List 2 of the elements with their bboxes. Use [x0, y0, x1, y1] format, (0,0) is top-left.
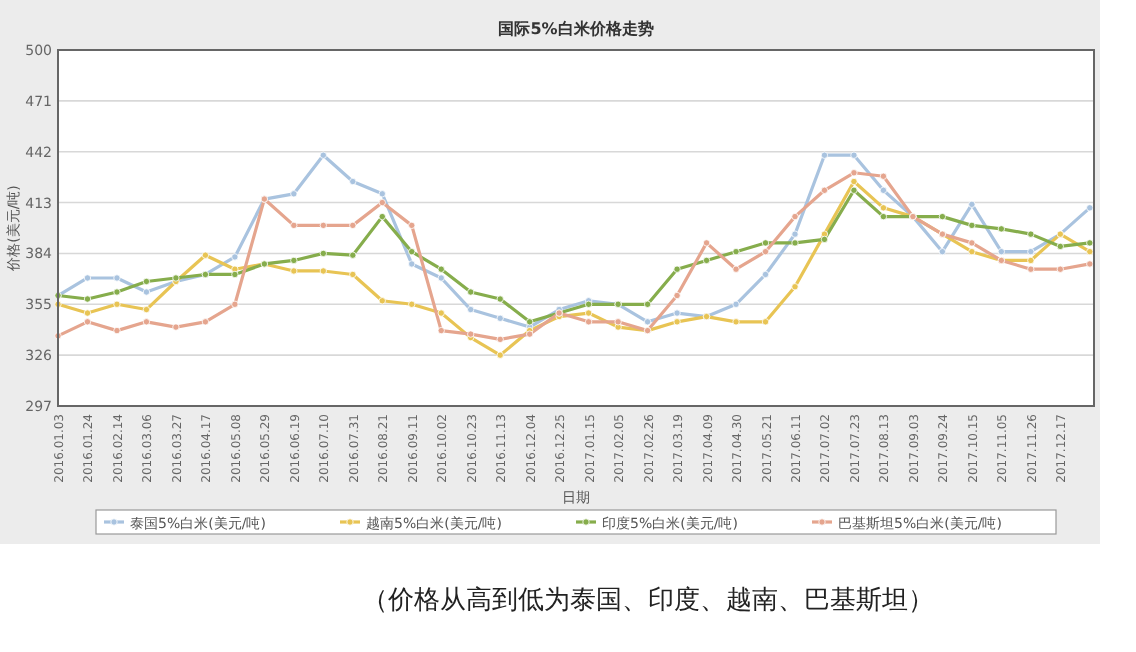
text: （价格从高到低为泰国、印度、越南、巴基斯坦） — [362, 584, 934, 616]
chart-title: 国际5%白米价格走势 — [498, 20, 654, 38]
